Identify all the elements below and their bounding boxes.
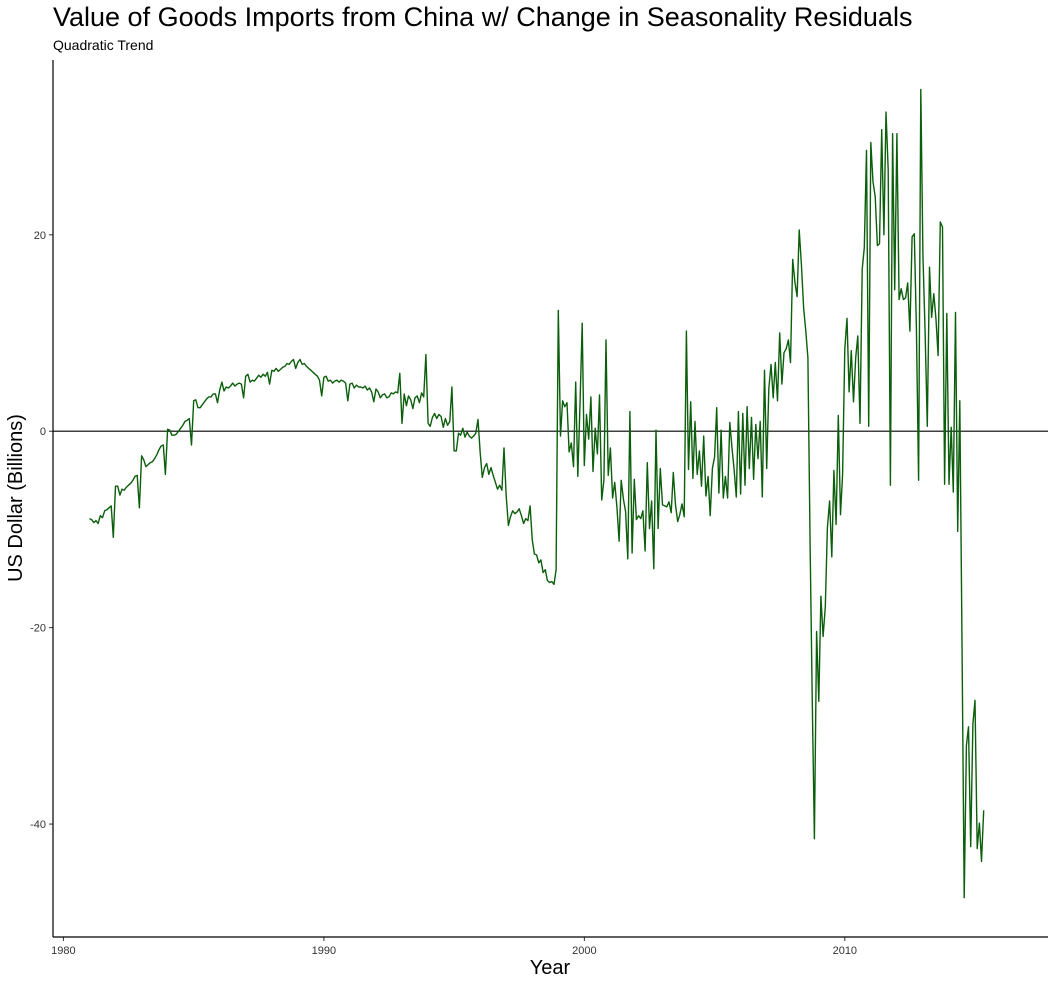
chart-title: Value of Goods Imports from China w/ Cha… [53,2,913,32]
chart-subtitle: Quadratic Trend [53,37,154,53]
y-tick-label: -40 [30,819,46,831]
x-tick-label: 1980 [51,945,75,957]
y-tick-label: 0 [40,426,46,438]
series-line [89,88,985,899]
x-tick-label: 2010 [833,945,857,957]
x-tick-label: 2000 [572,945,596,957]
y-tick-label: 20 [34,230,46,242]
y-tick-label: -20 [30,623,46,635]
x-tick-label: 1990 [312,945,336,957]
y-axis-title: US Dollar (Billions) [5,414,27,582]
axis-ticks: 1980 1990 2000 2010 -40 -20 0 20 [30,230,857,957]
x-axis-title: Year [530,957,571,979]
